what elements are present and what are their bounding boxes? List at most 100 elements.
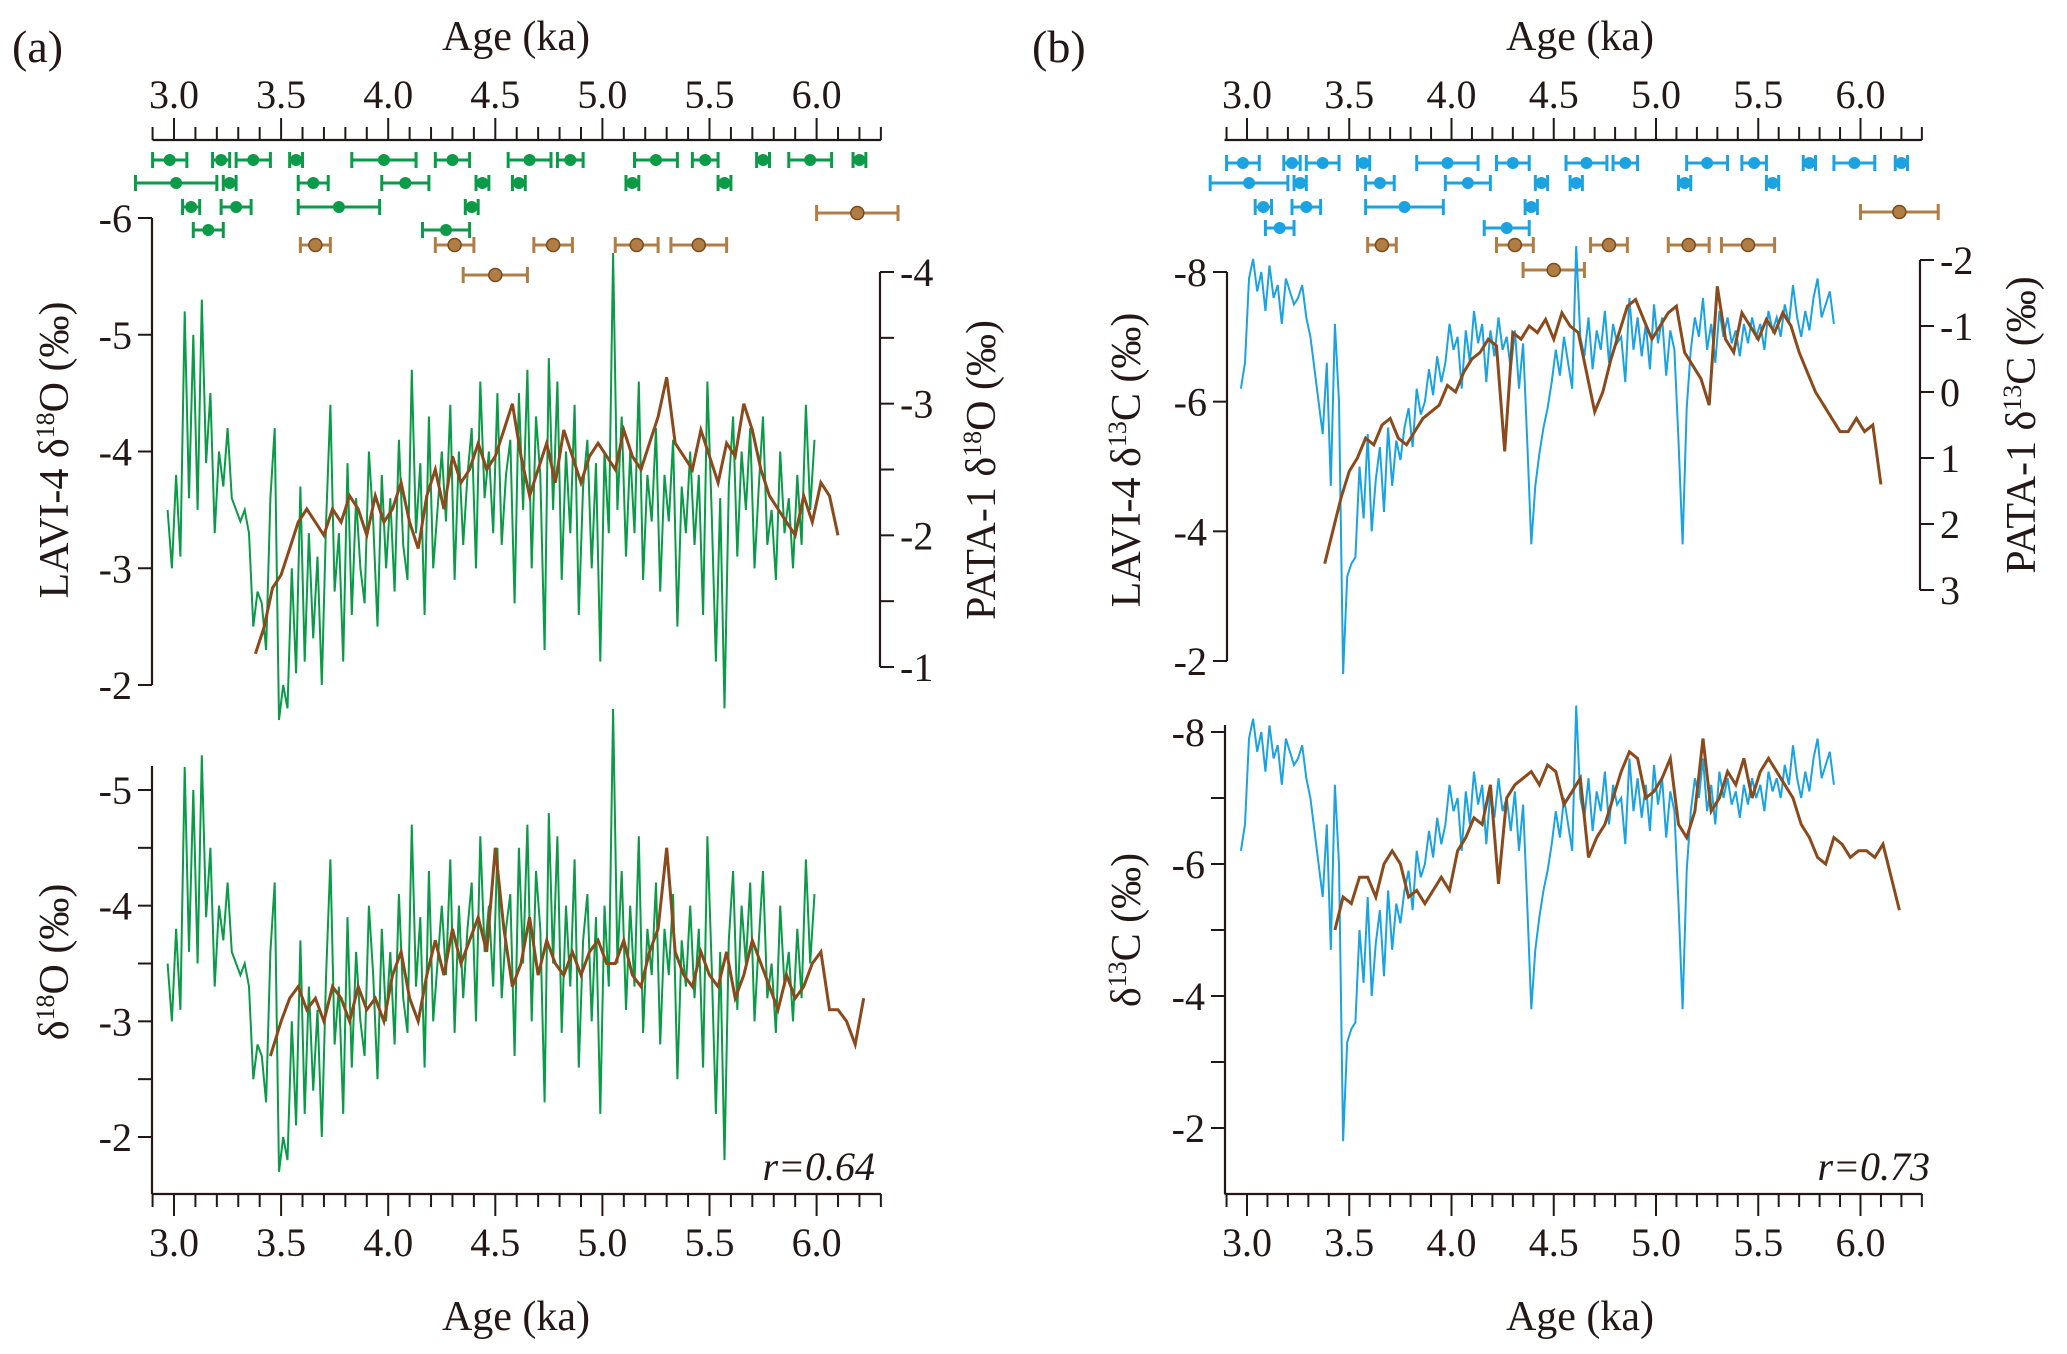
- x-tick-label: 4.5: [1529, 1220, 1579, 1265]
- dating-point-lavi4: [718, 177, 731, 189]
- upper-left-yaxis-b: -8 -6 -4 -2: [1174, 250, 1229, 684]
- panel-a: (a) Age (ka) Age (ka) LAVI-4 δ18O (‰) PA…: [12, 14, 1005, 1340]
- dating-point-lavi4: [1506, 157, 1519, 169]
- y-tick-label: 3: [1940, 568, 1960, 613]
- dating-point-lavi4: [332, 201, 345, 213]
- dating-point-lavi4: [446, 154, 459, 166]
- dating-point-lavi4: [1285, 157, 1298, 169]
- top-xaxis-a: 3.0 3.5 4.0 4.5 5.0 5.5 6.0: [149, 72, 882, 142]
- y-tick-label: -3: [99, 546, 132, 591]
- dating-point-lavi4: [626, 177, 639, 189]
- bottom-xaxis-title-a: Age (ka): [442, 1294, 590, 1340]
- label-superscript: 18: [31, 995, 60, 1021]
- upper-left-yaxis-a: -6 -5 -4 -3 -2: [99, 196, 154, 708]
- bottom-xaxis-title-b: Age (ka): [1506, 1294, 1654, 1340]
- y-tick-label: -1: [1940, 304, 1973, 349]
- y-tick-label: -4: [99, 884, 132, 929]
- series-line-lavi4-upper: [1239, 246, 1835, 675]
- dating-point-lavi4: [215, 154, 228, 166]
- lower-ylabel-b: δ13C (‰): [1103, 853, 1151, 1007]
- dating-point-lavi4: [1570, 177, 1583, 189]
- bottom-xaxis-a: 3.0 3.5 4.0 4.5 5.0 5.5 6.0: [149, 1192, 882, 1265]
- dating-point-pata1: [1507, 237, 1523, 253]
- y-tick-label: -2: [1174, 639, 1207, 684]
- x-tick-label: 5.5: [685, 1220, 735, 1265]
- x-tick-label: 6.0: [1836, 1220, 1886, 1265]
- x-tick-label: 5.5: [685, 72, 735, 117]
- dating-point-lavi4: [512, 177, 525, 189]
- series-line-pata1-upper: [1323, 286, 1883, 564]
- x-tick-label: 3.0: [149, 1220, 199, 1265]
- series-line-lavi4-upper: [166, 252, 816, 721]
- x-tick-label: 4.5: [470, 1220, 520, 1265]
- label-part: PATA-1 δ: [1999, 411, 2045, 574]
- dating-point-pata1: [850, 205, 865, 221]
- dating-point-lavi4: [804, 154, 817, 166]
- dating-point-pata1: [1546, 262, 1561, 278]
- label-part: C (‰): [1104, 313, 1150, 422]
- dating-point-lavi4: [1236, 157, 1249, 169]
- dating-point-pata1: [629, 237, 644, 253]
- dating-point-lavi4: [1294, 177, 1307, 189]
- dating-point-lavi4: [1766, 177, 1779, 189]
- label-superscript: 13: [1998, 385, 2027, 411]
- dating-point-lavi4: [649, 154, 662, 166]
- series-lines-b: [1239, 246, 1901, 1142]
- dating-point-lavi4: [476, 177, 489, 189]
- label-part: δ: [32, 1021, 78, 1041]
- dating-point-lavi4: [1316, 157, 1329, 169]
- panel-label-b: (b): [1032, 21, 1086, 72]
- series-line-lavi4-lower: [1239, 705, 1835, 1142]
- x-tick-label: 3.0: [1222, 72, 1272, 117]
- x-tick-label: 4.0: [363, 1220, 413, 1265]
- dating-point-lavi4: [1500, 222, 1513, 234]
- lower-yaxis-a: -5 -4 -3 -2: [99, 766, 154, 1194]
- dating-point-lavi4: [1441, 157, 1454, 169]
- dating-point-lavi4: [1525, 201, 1538, 213]
- top-xaxis-title-a: Age (ka): [442, 14, 590, 60]
- dating-point-lavi4: [1357, 157, 1370, 169]
- x-tick-label: 5.0: [1631, 1220, 1681, 1265]
- upper-left-ylabel-b: LAVI-4 δ13C (‰): [1103, 313, 1151, 608]
- dating-point-lavi4: [163, 154, 176, 166]
- y-tick-label: -4: [900, 250, 933, 295]
- dating-point-lavi4: [564, 154, 577, 166]
- y-tick-label: -6: [99, 196, 132, 241]
- x-tick-label: 3.5: [1324, 72, 1374, 117]
- label-superscript: 13: [1103, 961, 1132, 987]
- x-tick-label: 3.0: [1222, 1220, 1272, 1265]
- dating-point-lavi4: [223, 177, 236, 189]
- upper-right-yaxis-b: -2 -1 0 1 2 3: [1918, 238, 1973, 613]
- dating-point-pata1: [1681, 237, 1696, 253]
- x-tick-label: 3.5: [256, 72, 306, 117]
- dating-point-pata1: [488, 267, 503, 283]
- label-part: δ: [1104, 987, 1150, 1007]
- dating-point-lavi4: [1619, 157, 1632, 169]
- x-tick-label: 5.5: [1733, 72, 1783, 117]
- dating-point-lavi4: [377, 154, 390, 166]
- top-xaxis-title-b: Age (ka): [1506, 14, 1654, 60]
- y-tick-label: -6: [1172, 842, 1205, 887]
- x-tick-label: 6.0: [792, 1220, 842, 1265]
- y-tick-label: -6: [1174, 380, 1207, 425]
- dating-point-lavi4: [1678, 177, 1691, 189]
- x-tick-label: 4.0: [1427, 72, 1477, 117]
- dating-point-lavi4: [230, 201, 243, 213]
- x-tick-label: 5.0: [577, 1220, 627, 1265]
- upper-right-ylabel-a: PATA-1 δ18O (‰): [958, 320, 1006, 620]
- dating-point-pata1: [1374, 237, 1390, 253]
- x-tick-label: 3.5: [1324, 1220, 1374, 1265]
- x-tick-label: 3.0: [149, 72, 199, 117]
- y-tick-label: 2: [1940, 502, 1960, 547]
- dating-markers-a: [133, 152, 900, 283]
- dating-point-lavi4: [170, 177, 183, 189]
- dating-point-pata1: [1601, 237, 1617, 253]
- label-superscript: 18: [31, 412, 60, 438]
- dating-point-lavi4: [1748, 157, 1761, 169]
- dating-point-lavi4: [1273, 222, 1286, 234]
- y-tick-label: -3: [99, 999, 132, 1044]
- upper-left-ylabel-a: LAVI-4 δ18O (‰): [31, 302, 79, 599]
- x-tick-label: 5.0: [577, 72, 627, 117]
- series-lines-a: [166, 252, 866, 1172]
